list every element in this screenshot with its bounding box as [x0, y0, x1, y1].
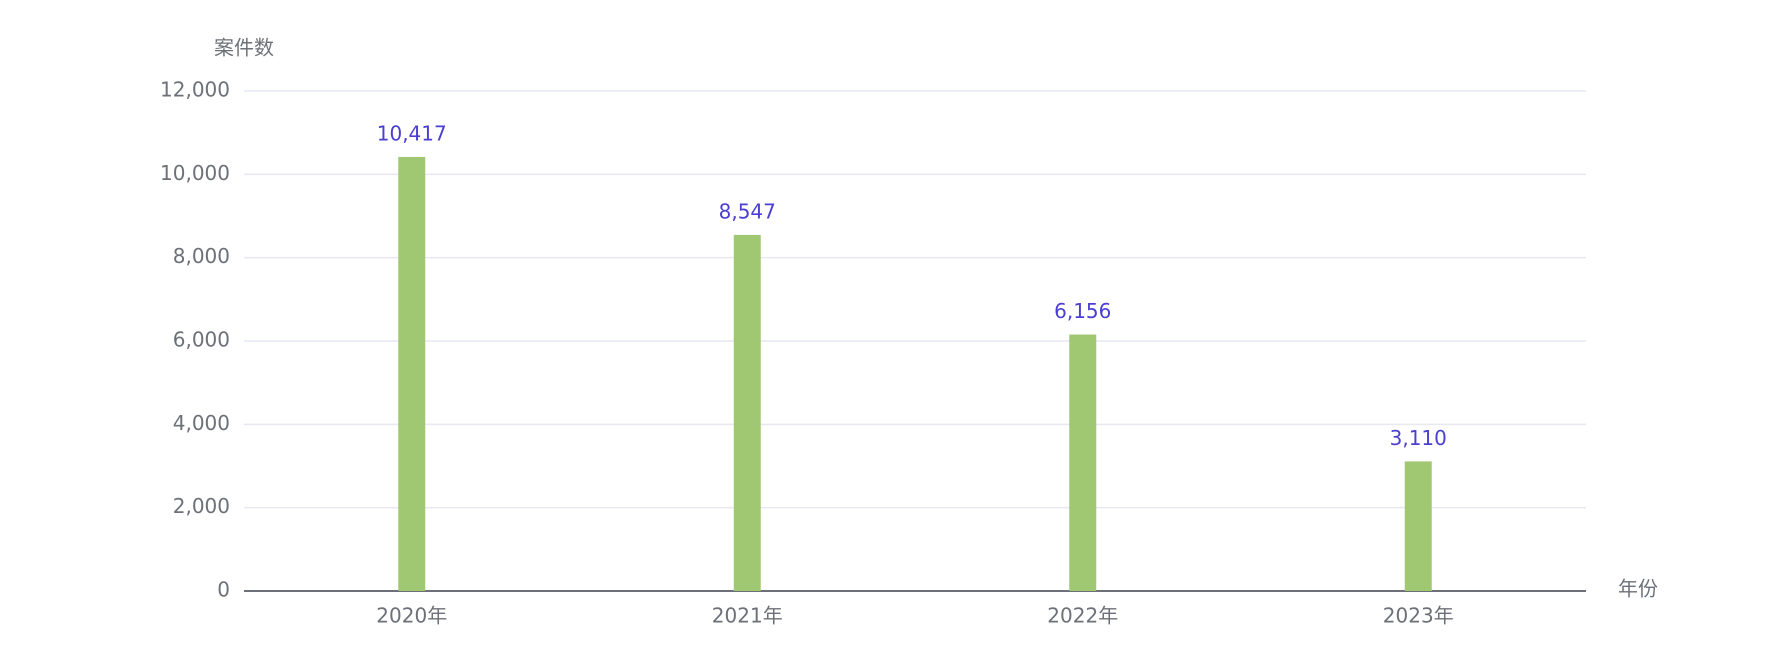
x-tick-label: 2022年: [1047, 604, 1118, 628]
bar: [1404, 461, 1432, 591]
y-tick-label: 0: [217, 578, 230, 602]
x-tick-label: 2023年: [1383, 604, 1454, 628]
bar: [733, 234, 761, 591]
value-label: 10,417: [377, 121, 447, 145]
y-tick-label: 4,000: [173, 411, 230, 435]
value-label: 6,156: [1054, 299, 1111, 323]
y-tick-label: 8,000: [173, 244, 230, 268]
bar: [398, 156, 426, 592]
y-tick-label: 10,000: [160, 161, 230, 185]
x-axis-title: 年份: [1618, 577, 1658, 601]
bar: [1069, 334, 1097, 591]
value-label: 8,547: [719, 199, 776, 223]
x-tick-label: 2021年: [712, 604, 783, 628]
y-tick-label: 6,000: [173, 328, 230, 352]
y-tick-label: 12,000: [160, 78, 230, 102]
y-tick-label: 2,000: [173, 494, 230, 518]
value-label: 3,110: [1390, 426, 1447, 450]
x-tick-label: 2020年: [376, 604, 447, 628]
y-axis-title: 案件数: [214, 36, 274, 60]
